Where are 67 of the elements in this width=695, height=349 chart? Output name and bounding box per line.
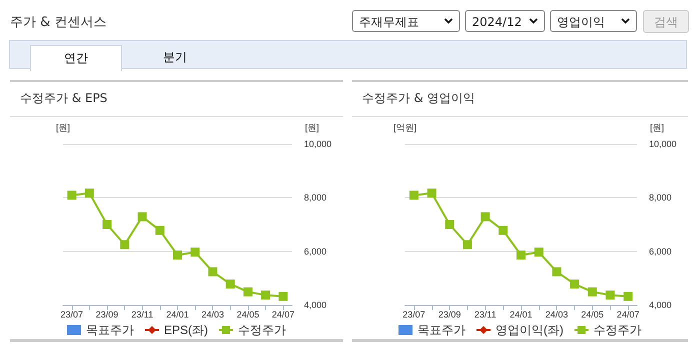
text: 주가 & 컨센서스	[10, 14, 106, 31]
legend-label: 영업이익(좌)	[496, 323, 564, 337]
legend-label: 수정주가	[593, 323, 642, 337]
x-tick-label: 24/01	[510, 310, 532, 320]
point	[102, 220, 112, 229]
text: 2024/12	[472, 15, 522, 29]
point	[243, 287, 252, 296]
x-tick-label: 24/01	[166, 310, 189, 320]
y2-tick-label: 4,000	[649, 300, 672, 310]
point	[534, 248, 544, 257]
y2-tick-label: 6,000	[304, 246, 327, 256]
x-tick-label: 23/07	[402, 310, 426, 320]
x-tick-label: 24/05	[581, 310, 604, 320]
x-tick-label: 24/07	[272, 310, 294, 320]
point	[498, 226, 508, 235]
text: 분기	[162, 49, 188, 66]
x-tick-label: 24/07	[616, 310, 640, 320]
y2-tick-label: 4,000	[304, 300, 327, 310]
legend-label: 목표주가	[86, 323, 134, 337]
point	[427, 188, 436, 198]
y2-tick-label: 8,000	[649, 192, 672, 203]
x-tick-label: 24/03	[545, 310, 568, 320]
point	[606, 290, 615, 300]
point	[409, 190, 418, 200]
x-tick-label: 23/09	[438, 310, 461, 320]
point	[190, 248, 200, 257]
y2-axis-title: [원]	[650, 122, 664, 132]
x-tick-label: 23/09	[96, 310, 118, 320]
point	[552, 267, 562, 276]
point	[624, 292, 633, 301]
point	[445, 220, 454, 229]
chart-title: 수정주가 & EPS	[20, 90, 108, 107]
y2-tick-label: 8,000	[304, 192, 327, 203]
point	[480, 212, 490, 222]
x-tick-label: 23/07	[60, 310, 84, 320]
text: 연간	[30, 45, 122, 71]
y2-tick-label: 6,000	[649, 246, 672, 256]
x-tick-label: 23/11	[474, 310, 496, 320]
point	[155, 226, 164, 235]
point	[261, 290, 270, 300]
point	[173, 250, 182, 260]
point	[120, 240, 130, 250]
y-axis-title: [원]	[56, 122, 70, 132]
legend-label: EPS(좌)	[164, 323, 208, 337]
point	[588, 287, 597, 296]
text: 주재무제표	[359, 15, 419, 29]
legend-label: 수정주가	[238, 323, 286, 337]
point	[570, 280, 580, 289]
point	[278, 292, 288, 301]
x-tick-label: 24/03	[201, 310, 224, 320]
y2-tick-label: 10,000	[304, 139, 332, 149]
point	[516, 250, 526, 260]
y2-tick-label: 10,000	[649, 139, 677, 149]
y-axis-title: [억원]	[393, 122, 417, 132]
point	[67, 190, 76, 200]
point	[138, 212, 147, 222]
point	[84, 188, 94, 198]
point	[226, 280, 235, 289]
text: 검색	[643, 10, 689, 33]
legend-label: 목표주가	[418, 323, 466, 337]
text: 영업이익	[557, 15, 605, 29]
chart-title: 수정주가 & 영업이익	[362, 90, 475, 107]
y2-axis-title: [원]	[304, 122, 320, 132]
x-tick-label: 24/05	[236, 310, 260, 320]
point	[208, 267, 218, 276]
x-tick-label: 23/11	[131, 310, 154, 320]
point	[462, 240, 472, 250]
